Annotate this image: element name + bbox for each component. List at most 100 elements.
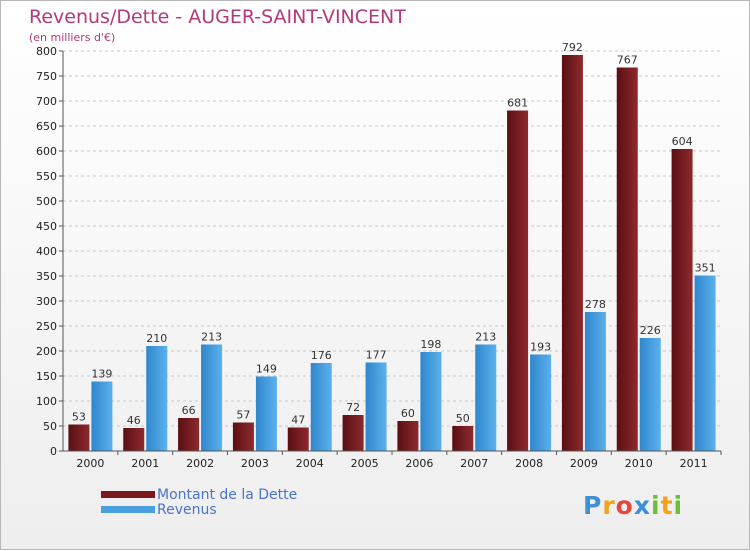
y-tick-label: 250: [36, 320, 57, 333]
legend-label-revenus: Revenus: [157, 501, 217, 518]
data-label-dette: 604: [672, 135, 693, 148]
bar-revenus-2010: [639, 338, 661, 451]
y-tick-label: 450: [36, 220, 57, 233]
x-tick-label: 2006: [405, 457, 433, 470]
x-axis-ticks: 2000 2001 2002 2003 2004 2005 2006 2007 2008 2009…: [76, 451, 722, 470]
y-tick-label: 750: [36, 70, 57, 83]
x-tick-label: 2004: [296, 457, 324, 470]
data-label-dette: 767: [617, 54, 638, 67]
logo-letter: r: [602, 491, 616, 520]
data-label-revenus: 176: [311, 349, 332, 362]
bar-dette-2001: [123, 428, 145, 451]
logo-letter: i: [673, 491, 684, 520]
data-label-dette: 50: [456, 412, 470, 425]
x-tick-label: 2001: [131, 457, 159, 470]
bar-dette-2008: [507, 110, 529, 451]
data-label-dette: 57: [236, 409, 250, 422]
bar-revenus-2006: [420, 352, 442, 451]
data-label-dette: 66: [182, 404, 196, 417]
data-label-revenus: 213: [475, 331, 496, 344]
bar-revenus-2002: [201, 344, 223, 451]
axes: [62, 51, 721, 452]
data-label-dette: 53: [72, 411, 86, 424]
data-label-revenus: 198: [420, 338, 441, 351]
data-label-revenus: 213: [201, 331, 222, 344]
data-label-dette: 60: [401, 407, 415, 420]
bar-revenus-2009: [584, 312, 606, 451]
y-tick-label: 800: [36, 45, 57, 58]
legend-item-revenus: Revenus: [101, 501, 297, 518]
data-label-revenus: 210: [146, 332, 167, 345]
data-label-revenus: 226: [640, 324, 661, 337]
y-tick-label: 150: [36, 370, 57, 383]
bar-dette-2005: [342, 415, 364, 451]
bars: [68, 55, 716, 451]
logo-letter: o: [615, 491, 634, 520]
data-label-revenus: 278: [585, 298, 606, 311]
logo-letter: t: [660, 491, 674, 520]
x-tick-label: 2011: [680, 457, 708, 470]
logo-letter: x: [633, 491, 651, 520]
bar-dette-2009: [561, 55, 583, 451]
legend: Montant de la Dette Revenus: [101, 486, 298, 518]
y-tick-label: 300: [36, 295, 57, 308]
chart-title: Revenus/Dette - AUGER-SAINT-VINCENT: [29, 6, 406, 28]
logo-letter: P: [583, 491, 603, 520]
bar-dette-2010: [616, 67, 638, 451]
data-labels: 53 139 46 210 66 213 57 149 47 176 72 177 60 198 50 213…: [72, 41, 716, 427]
y-tick-label: 700: [36, 95, 57, 108]
legend-swatch-revenus: [101, 506, 155, 513]
bar-dette-2003: [232, 422, 254, 451]
bar-dette-2006: [397, 421, 419, 451]
y-tick-label: 500: [36, 195, 57, 208]
x-tick-label: 2008: [515, 457, 543, 470]
legend-swatch-dette: [101, 491, 155, 498]
legend-label-dette: Montant de la Dette: [157, 486, 298, 503]
logo-letter: i: [651, 491, 661, 520]
y-tick-label: 650: [36, 120, 57, 133]
y-tick-label: 100: [36, 395, 57, 408]
data-label-dette: 792: [562, 41, 583, 54]
y-tick-label: 350: [36, 270, 57, 283]
data-label-dette: 72: [346, 401, 360, 414]
x-tick-label: 2000: [76, 457, 104, 470]
y-tick-label: 600: [36, 145, 57, 158]
y-tick-label: 400: [36, 245, 57, 258]
y-tick-label: 200: [36, 345, 57, 358]
x-tick-label: 2005: [351, 457, 379, 470]
bar-dette-2007: [452, 426, 474, 451]
x-tick-label: 2007: [460, 457, 488, 470]
y-tick-label: 50: [43, 420, 57, 433]
y-axis-ticks: 0 50 100 150 200 250 300 350 400 450 500 550 600 650 7…: [36, 45, 63, 458]
bar-revenus-2007: [475, 344, 497, 451]
bar-dette-2011: [671, 149, 693, 451]
gridlines: [63, 50, 721, 427]
data-label-revenus: 177: [366, 349, 387, 362]
bar-revenus-2000: [91, 381, 113, 451]
bar-revenus-2005: [365, 362, 387, 451]
data-label-revenus: 149: [256, 363, 277, 376]
bar-dette-2004: [287, 427, 309, 451]
data-label-revenus: 139: [91, 368, 112, 381]
x-tick-label: 2010: [625, 457, 653, 470]
chart-subtitle: (en milliers d'€): [29, 31, 116, 44]
x-tick-label: 2002: [186, 457, 214, 470]
bar-revenus-2004: [310, 363, 332, 451]
bar-revenus-2008: [530, 354, 552, 451]
bar-revenus-2001: [146, 346, 168, 451]
data-label-dette: 46: [127, 414, 141, 427]
x-tick-label: 2003: [241, 457, 269, 470]
bar-dette-2002: [178, 418, 200, 451]
bar-revenus-2011: [694, 275, 716, 451]
legend-item-dette: Montant de la Dette: [101, 486, 298, 503]
y-tick-label: 550: [36, 170, 57, 183]
data-label-revenus: 193: [530, 341, 551, 354]
bar-revenus-2003: [255, 376, 277, 451]
data-label-dette: 47: [291, 414, 305, 427]
x-tick-label: 2009: [570, 457, 598, 470]
data-label-revenus: 351: [695, 262, 716, 275]
data-label-dette: 681: [507, 97, 528, 110]
proxiti-logo: Proxiti: [583, 491, 683, 520]
